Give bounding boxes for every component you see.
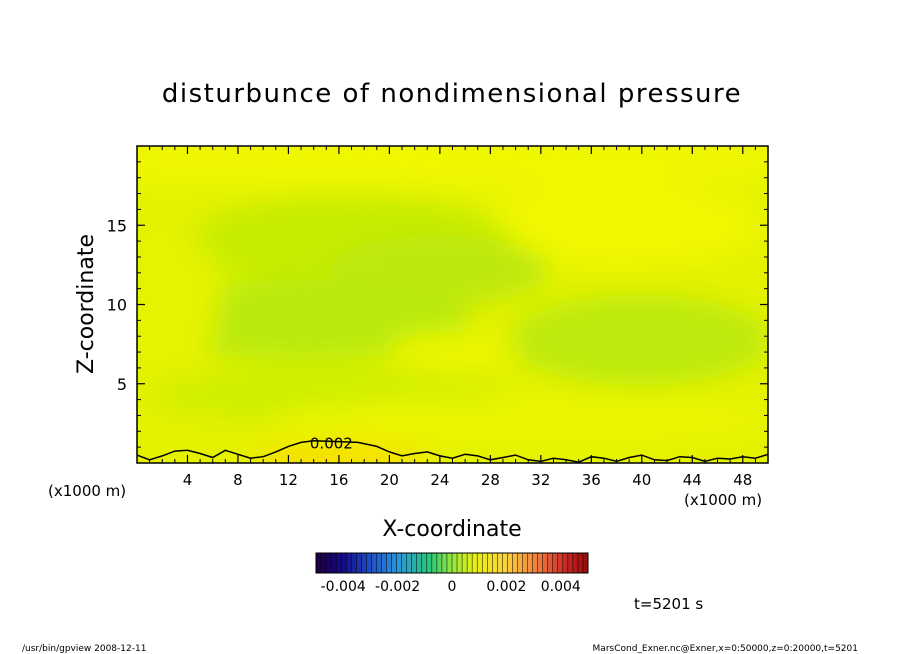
colorbar-cell: [552, 553, 559, 573]
field-region-mid-yellow: [390, 332, 510, 368]
x-tick-label: 8: [233, 471, 243, 489]
colorbar-cell: [356, 553, 362, 573]
colorbar-cell: [457, 553, 463, 573]
colorbar-cell: [452, 553, 458, 573]
colorbar-cell: [401, 553, 407, 573]
colorbar-cell: [577, 553, 584, 573]
heatmap-field: [137, 146, 768, 463]
contour-label: 0.002: [310, 435, 353, 453]
colorbar-cell: [336, 553, 342, 573]
colorbar-cell: [411, 553, 418, 573]
y-tick-label: 5: [117, 375, 127, 394]
colorbar-cell: [512, 553, 518, 573]
x-unit-right: (x1000 m): [684, 491, 762, 509]
colorbar-cell: [482, 553, 488, 573]
x-axis-ticks: 4 8 12 16 20 24 28 32 36 40 44 48: [149, 146, 756, 489]
colorbar-cell: [467, 553, 473, 573]
colorbar-labels: -0.004 -0.002 0 0.002 0.004: [321, 579, 581, 595]
colorbar-cell: [492, 553, 498, 573]
colorbar-cell: [361, 553, 367, 573]
x-tick-label: 24: [430, 471, 449, 489]
colorbar-cell: [441, 553, 448, 573]
colorbar-tick-label: 0.002: [486, 579, 526, 595]
field-region-upper-right-yellow: [480, 185, 760, 265]
colorbar-tick-label: 0: [448, 579, 457, 595]
x-tick-label: 48: [733, 471, 752, 489]
colorbar-cell: [381, 553, 387, 573]
colorbar-cell: [366, 553, 372, 573]
y-tick-label: 15: [107, 216, 127, 235]
colorbar-cell: [532, 553, 538, 573]
colorbar-cell: [341, 553, 347, 573]
colorbar-cell: [446, 553, 453, 573]
x-tick-label: 16: [329, 471, 348, 489]
colorbar-cell: [542, 553, 549, 573]
colorbar-cell: [431, 553, 438, 573]
x-tick-label: 36: [582, 471, 601, 489]
colorbar-cell: [386, 553, 392, 573]
y-axis-ticks: 5 10 15: [107, 161, 768, 448]
colorbar-cell: [316, 553, 322, 573]
colorbar-cell: [517, 553, 523, 573]
x-tick-label: 12: [279, 471, 298, 489]
field-region-upper-yellow: [137, 146, 768, 190]
x-tick-label: 40: [632, 471, 651, 489]
chart-title: disturbunce of nondimensional pressure: [162, 79, 742, 109]
x-tick-label: 4: [183, 471, 193, 489]
colorbar-cell: [376, 553, 382, 573]
colorbar-cell: [346, 553, 352, 573]
x-axis-label: X-coordinate: [382, 517, 521, 542]
x-tick-label: 20: [380, 471, 399, 489]
x-tick-label: 44: [683, 471, 702, 489]
colorbar-cell: [426, 553, 433, 573]
colorbar-cell: [582, 553, 589, 573]
colorbar-cell: [371, 553, 377, 573]
colorbar-cell: [331, 553, 337, 573]
colorbar-cell: [502, 553, 508, 573]
x-unit-left: (x1000 m): [48, 482, 126, 500]
colorbar-cell: [567, 553, 574, 573]
colorbar-cell: [421, 553, 428, 573]
colorbar-cell: [472, 553, 478, 573]
colorbar-cell: [497, 553, 503, 573]
x-tick-label: 28: [481, 471, 500, 489]
colorbar-cell: [547, 553, 554, 573]
colorbar-tick-label: 0.004: [541, 579, 581, 595]
colorbar-cell: [406, 553, 413, 573]
field-region-mid-green-right: [510, 295, 768, 385]
colorbar-cell: [436, 553, 443, 573]
y-axis-label: Z-coordinate: [74, 234, 99, 374]
colorbar-cell: [537, 553, 543, 573]
colorbar-cell: [462, 553, 468, 573]
colorbar-cell: [557, 553, 564, 573]
x-tick-label: 32: [531, 471, 550, 489]
colorbar-tick-label: -0.002: [375, 579, 420, 595]
colorbar-cell: [477, 553, 483, 573]
colorbar-cell: [487, 553, 493, 573]
time-label: t=5201 s: [634, 595, 703, 613]
colorbar-cell: [507, 553, 513, 573]
field-region-left-yellow: [137, 230, 220, 370]
colorbar-cell: [351, 553, 357, 573]
colorbar-cell: [391, 553, 397, 573]
colorbar-cell: [326, 553, 332, 573]
colorbar-tick-label: -0.004: [321, 579, 366, 595]
colorbar-cell: [527, 553, 533, 573]
colorbar-cell: [416, 553, 423, 573]
colorbar-cell: [562, 553, 569, 573]
field-region-lower-yellow: [270, 398, 768, 442]
y-tick-label: 10: [107, 296, 127, 315]
colorbar-cell: [522, 553, 528, 573]
footer-left: /usr/bin/gpview 2008-12-11: [22, 644, 146, 654]
field-region-mid-green-left: [137, 280, 470, 360]
footer-right: MarsCond_Exner.nc@Exner,x=0:50000,z=0:20…: [593, 644, 858, 654]
colorbar-cell: [572, 553, 579, 573]
colorbar-frame: [315, 552, 589, 574]
colorbar: [315, 552, 589, 574]
colorbar-cell: [396, 553, 402, 573]
colorbar-cell: [321, 553, 327, 573]
